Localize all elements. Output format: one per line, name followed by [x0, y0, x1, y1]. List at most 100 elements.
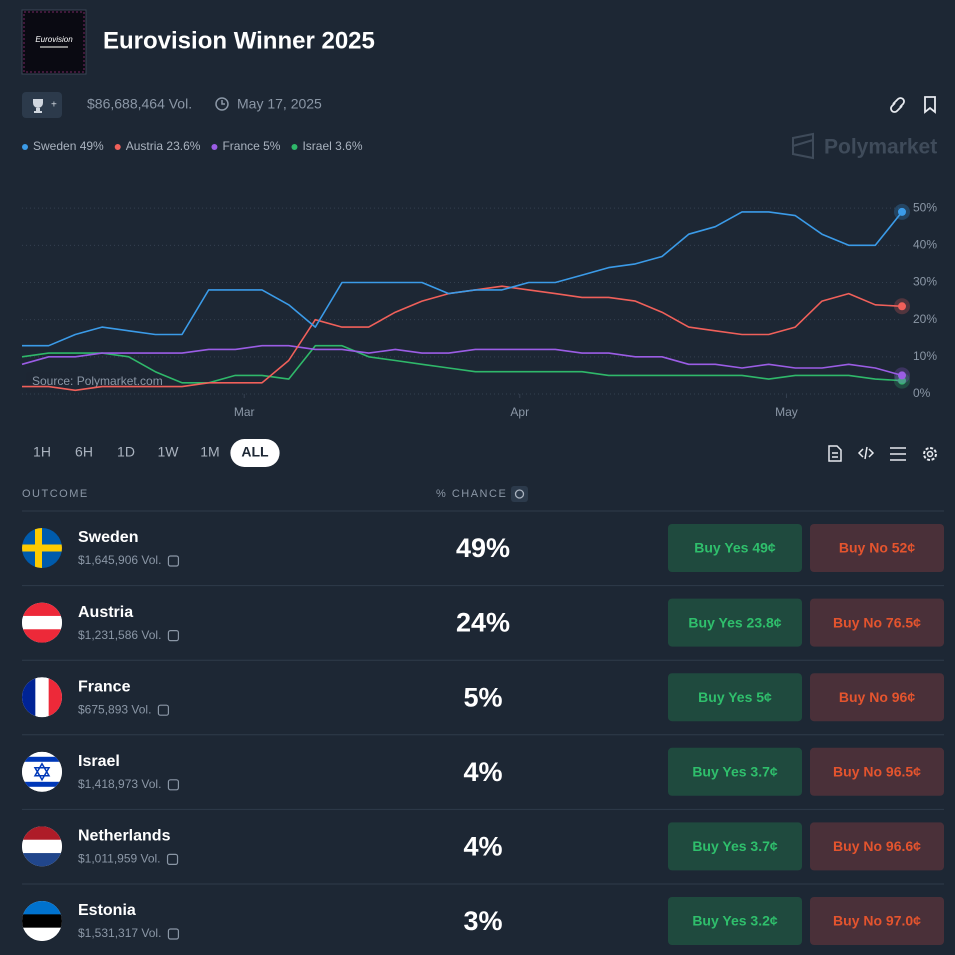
buy-no-bg [810, 822, 944, 871]
volume: $86,688,464 Vol. [87, 96, 192, 112]
buy-no-label: Buy No 76.5¢ [833, 614, 921, 630]
range-button[interactable]: ALL [230, 439, 280, 467]
buy-no-button[interactable]: Buy No 96.5¢ [810, 747, 944, 796]
flag [22, 826, 62, 867]
doc-icon[interactable] [828, 445, 842, 462]
range-button[interactable]: 1M [200, 444, 219, 460]
buy-no-bg [810, 673, 944, 722]
range-button[interactable]: 1H [33, 444, 51, 460]
gift-icon [167, 629, 180, 642]
legend-swatch [291, 144, 298, 150]
buy-no-button[interactable]: Buy No 97.0¢ [810, 897, 944, 945]
outcome-chance: 4% [463, 832, 502, 862]
buy-yes-label: Buy Yes 49¢ [694, 540, 776, 556]
flag-stripe [22, 677, 36, 718]
flag-star [33, 762, 51, 782]
buy-no-bg [810, 598, 944, 647]
series-line [22, 211, 903, 347]
filter-icon[interactable] [890, 447, 906, 461]
legend-swatch [22, 144, 28, 150]
buy-yes-button[interactable]: Buy Yes 23.8¢ [668, 598, 802, 647]
embed-icon[interactable] [857, 446, 875, 460]
range-label: 1D [117, 444, 135, 460]
flag-stripe [22, 771, 62, 778]
trophy-button[interactable]: + [22, 92, 62, 118]
bookmark-icon[interactable] [924, 96, 936, 114]
range-button[interactable]: 1D [117, 444, 135, 460]
flag-stripe [22, 766, 62, 773]
flag-stripe [22, 901, 62, 915]
outcome-volume: $1,645,906 Vol. [78, 553, 161, 567]
buy-yes-label: Buy Yes 3.2¢ [692, 913, 778, 929]
outcome-name: Austria [78, 604, 133, 621]
flag [22, 528, 62, 568]
flag-stripe [22, 615, 62, 630]
range-label: ALL [241, 444, 269, 460]
range-selector: 1H 6H 1D 1W 1M ALL [33, 439, 280, 467]
flag-stripe [22, 756, 62, 763]
range-active [230, 439, 280, 467]
buy-yes-button[interactable]: Buy Yes 3.7¢ [668, 822, 802, 871]
legend-label: France 5% [222, 139, 280, 153]
buy-no-label: Buy No 96¢ [839, 689, 915, 705]
legend-swatch [114, 144, 121, 150]
x-tick-label: Mar [234, 405, 255, 419]
y-tick-label: 20% [913, 312, 937, 326]
outcome-chance: 5% [463, 682, 502, 712]
svg-text:Eurovision: Eurovision [35, 35, 73, 44]
flag-stripe [22, 914, 62, 929]
flag-stripe [22, 751, 62, 758]
title: Eurovision Winner 2025 [103, 27, 375, 54]
buy-no-label: Buy No 97.0¢ [833, 913, 921, 929]
range-button[interactable]: 6H [75, 444, 93, 460]
flag-stripe [22, 853, 62, 867]
buy-yes-bg [668, 822, 802, 871]
legend-label: Austria 23.6% [126, 139, 201, 153]
buy-yes-button[interactable]: Buy Yes 3.7¢ [668, 747, 802, 796]
end-point [898, 207, 906, 216]
range-button[interactable]: 1W [158, 444, 180, 460]
buy-no-button[interactable]: Buy No 52¢ [810, 524, 944, 572]
y-tick-label: 40% [913, 237, 937, 251]
buy-yes-label: Buy Yes 23.8¢ [688, 614, 781, 630]
flag-stripe [22, 826, 62, 841]
x-tick-label: May [775, 405, 798, 419]
date: May 17, 2025 [237, 96, 322, 112]
flag-stripe [22, 629, 62, 643]
outcome-table: Sweden $1,645,906 Vol. 49% Buy Yes 49¢ Buy N… [22, 510, 944, 945]
gift-icon [167, 928, 180, 940]
settings-icon[interactable] [923, 447, 937, 461]
buy-no-button[interactable]: Buy No 96¢ [810, 673, 944, 722]
link-icon[interactable] [890, 97, 905, 113]
end-point [898, 302, 906, 311]
flag-stripe [22, 839, 62, 854]
buy-yes-button[interactable]: Buy Yes 5¢ [668, 673, 802, 722]
brand: Polymarket [824, 136, 937, 159]
brand-logo [792, 132, 814, 160]
outcome-name: Sweden [78, 529, 138, 546]
buy-no-label: Buy No 96.5¢ [833, 764, 921, 780]
gift-icon [166, 853, 179, 866]
legend: Sweden 49% Austria 23.6% France 5% Israel 3… [22, 139, 363, 153]
buy-yes-button[interactable]: Buy Yes 3.2¢ [668, 897, 802, 945]
buy-yes-bg [668, 747, 802, 796]
buy-yes-button[interactable]: Buy Yes 49¢ [668, 524, 802, 572]
chart-tools [828, 445, 937, 462]
legend-label: Sweden 49% [33, 139, 104, 153]
outcome-volume: $1,011,959 Vol. [78, 852, 161, 866]
buy-yes-bg [668, 897, 802, 945]
buy-no-button[interactable]: Buy No 96.6¢ [810, 822, 944, 871]
buy-yes-bg [668, 673, 802, 722]
buy-yes-label: Buy Yes 5¢ [698, 689, 772, 705]
buy-yes-label: Buy Yes 3.7¢ [692, 838, 778, 854]
refresh-icon[interactable] [511, 486, 528, 502]
outcome-volume: $1,531,317 Vol. [78, 926, 161, 940]
flag [22, 677, 62, 718]
flag [22, 602, 62, 643]
flag-stripe [22, 927, 62, 941]
buy-no-button[interactable]: Buy No 76.5¢ [810, 598, 944, 647]
x-tick-label: Apr [510, 405, 529, 419]
outcome-header: OUTCOME [22, 488, 89, 500]
range-label: 1H [33, 444, 51, 460]
